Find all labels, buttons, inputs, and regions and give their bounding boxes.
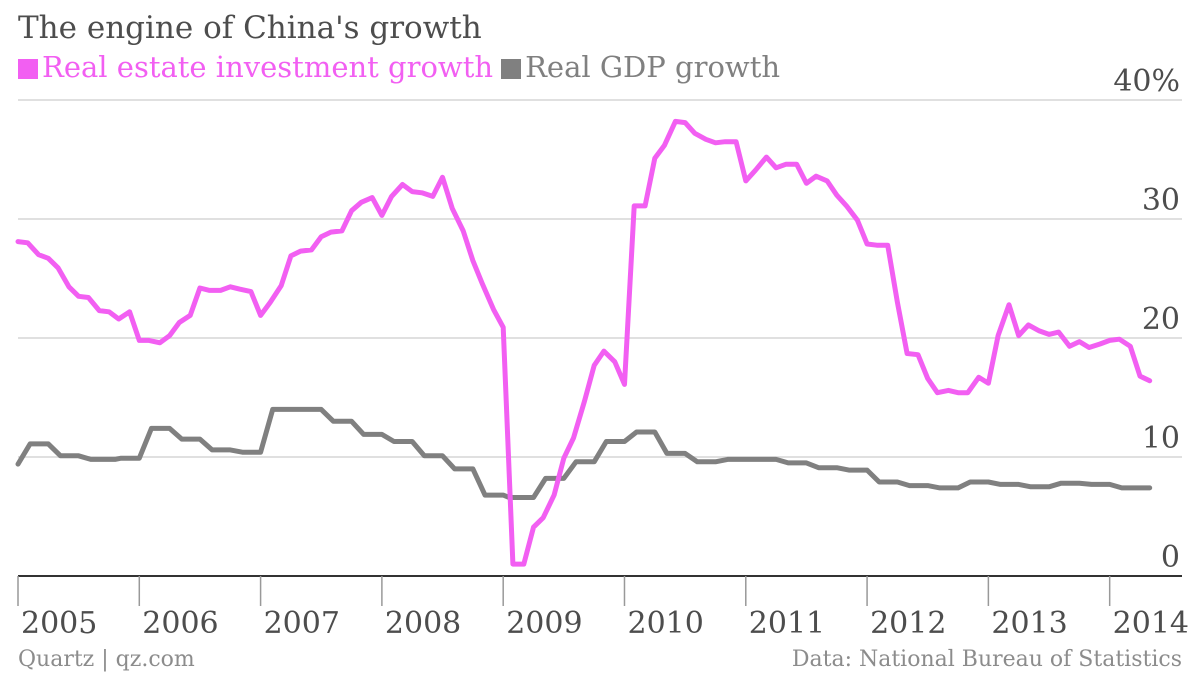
legend-swatch-gdp — [501, 59, 522, 79]
y-tick-label-0: 0 — [1161, 540, 1180, 575]
legend-label-gdp: Real GDP growth — [525, 50, 781, 84]
x-tick-label-2014: 2014 — [1113, 606, 1189, 641]
y-tick-label-30: 30 — [1142, 183, 1180, 218]
legend-swatch-real-estate — [18, 59, 38, 79]
chart-legend: Real estate investment growth Real GDP g… — [18, 50, 788, 84]
y-tick-label-40: 40% — [1113, 64, 1180, 99]
x-tick-label-2009: 2009 — [506, 606, 582, 641]
series-lines — [15, 118, 1153, 567]
data-source: Data: National Bureau of Statistics — [791, 647, 1182, 672]
x-tick-label-2006: 2006 — [142, 606, 218, 641]
x-axis: 2005 2006 2007 2008 2009 2010 2011 2012 2013 2014 — [17, 575, 1189, 641]
x-tick-label-2013: 2013 — [991, 606, 1067, 641]
series-line-real-estate-investment-growth — [15, 118, 1153, 567]
legend-item-real-estate: Real estate investment growth — [18, 50, 493, 84]
x-tick-label-2005: 2005 — [21, 606, 97, 641]
y-tick-label-20: 20 — [1142, 302, 1180, 337]
x-tick-label-2010: 2010 — [627, 606, 703, 641]
y-axis-labels: 0 10 20 30 40% — [1113, 64, 1180, 575]
y-tick-label-10: 10 — [1142, 421, 1180, 456]
gridlines — [18, 99, 1182, 458]
x-tick-label-2008: 2008 — [385, 606, 461, 641]
legend-item-gdp: Real GDP growth — [501, 50, 780, 84]
x-tick-label-2012: 2012 — [870, 606, 946, 641]
legend-label-real-estate: Real estate investment growth — [42, 50, 494, 84]
source-credit: Quartz | qz.com — [18, 647, 195, 672]
x-tick-label-2011: 2011 — [749, 606, 825, 641]
series-line-real-gdp-growth — [15, 406, 1153, 500]
chart-title: The engine of China's growth — [18, 10, 482, 46]
x-tick-label-2007: 2007 — [264, 606, 340, 641]
